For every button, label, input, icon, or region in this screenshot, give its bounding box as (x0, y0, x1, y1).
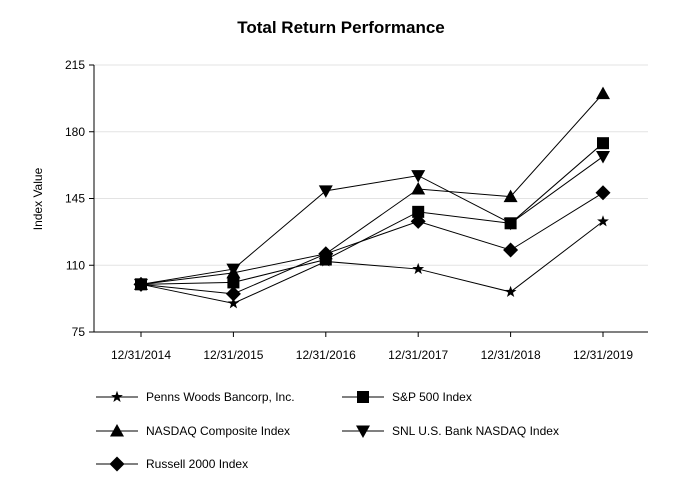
series-2 (134, 86, 610, 290)
series-line (140, 192, 604, 295)
x-tick-label: 12/31/2017 (388, 348, 448, 362)
x-tick-label: 12/31/2016 (296, 348, 356, 362)
data-point (410, 213, 426, 229)
legend-label: S&P 500 Index (392, 390, 472, 404)
x-tick-label: 12/31/2015 (203, 348, 263, 362)
series-line (140, 142, 604, 285)
data-point (504, 285, 517, 297)
series-0 (135, 215, 609, 309)
data-point (133, 276, 149, 292)
series-line (140, 93, 604, 285)
data-point (227, 297, 240, 309)
gridlines (94, 64, 648, 266)
data-point (597, 215, 609, 227)
x-tick-labels: 12/31/2014 12/31/2015 12/31/2016 12/31/2017… (111, 348, 633, 362)
data-point (225, 286, 241, 302)
data-point (503, 217, 518, 231)
legend-marker (357, 391, 369, 403)
legend-item-1: S&P 500 Index (342, 390, 472, 404)
data-point (412, 205, 425, 218)
data-point (226, 263, 241, 277)
y-tick-label: 110 (66, 258, 85, 272)
legend-label: Russell 2000 Index (146, 457, 248, 471)
data-point (596, 151, 610, 164)
data-point (411, 170, 426, 183)
legend-marker (110, 424, 124, 437)
data-point (318, 185, 333, 198)
axes (89, 64, 648, 337)
y-tick-label: 75 (72, 325, 86, 339)
legend-marker (111, 390, 123, 403)
chart-title: Total Return Performance (237, 18, 445, 37)
data-point (596, 86, 610, 100)
series-line (140, 220, 604, 304)
x-tick-label: 12/31/2019 (573, 348, 633, 362)
legend-item-0: Penns Woods Bancorp, Inc. (96, 390, 295, 404)
data-point (597, 137, 609, 150)
legend-marker (356, 425, 370, 438)
legend-label: SNL U.S. Bank NASDAQ Index (392, 424, 559, 438)
data-point (318, 246, 334, 262)
data-point (412, 262, 425, 275)
y-axis-label: Index Value (31, 167, 45, 230)
y-tick-labels: 75 110 145 180 215 (65, 58, 85, 339)
x-tick-label: 12/31/2014 (111, 348, 171, 362)
y-tick-label: 180 (65, 125, 85, 139)
data-point (595, 185, 611, 201)
y-tick-label: 215 (65, 58, 85, 72)
legend-marker (109, 456, 125, 472)
y-tick-label: 145 (65, 192, 85, 206)
legend: Penns Woods Bancorp, Inc. S&P 500 Index NA… (96, 390, 559, 472)
data-point (503, 242, 519, 258)
series-1 (135, 137, 609, 291)
legend-item-4: Russell 2000 Index (96, 456, 248, 472)
series-group (133, 86, 611, 309)
data-point (503, 189, 518, 203)
data-point (411, 181, 426, 195)
series-4 (133, 185, 611, 302)
x-tick-label: 12/31/2018 (481, 348, 541, 362)
legend-item-3: SNL U.S. Bank NASDAQ Index (342, 424, 559, 438)
legend-item-2: NASDAQ Composite Index (96, 424, 290, 438)
legend-label: Penns Woods Bancorp, Inc. (146, 390, 295, 404)
legend-label: NASDAQ Composite Index (146, 424, 290, 438)
series-line (140, 156, 604, 285)
data-point (227, 276, 240, 289)
